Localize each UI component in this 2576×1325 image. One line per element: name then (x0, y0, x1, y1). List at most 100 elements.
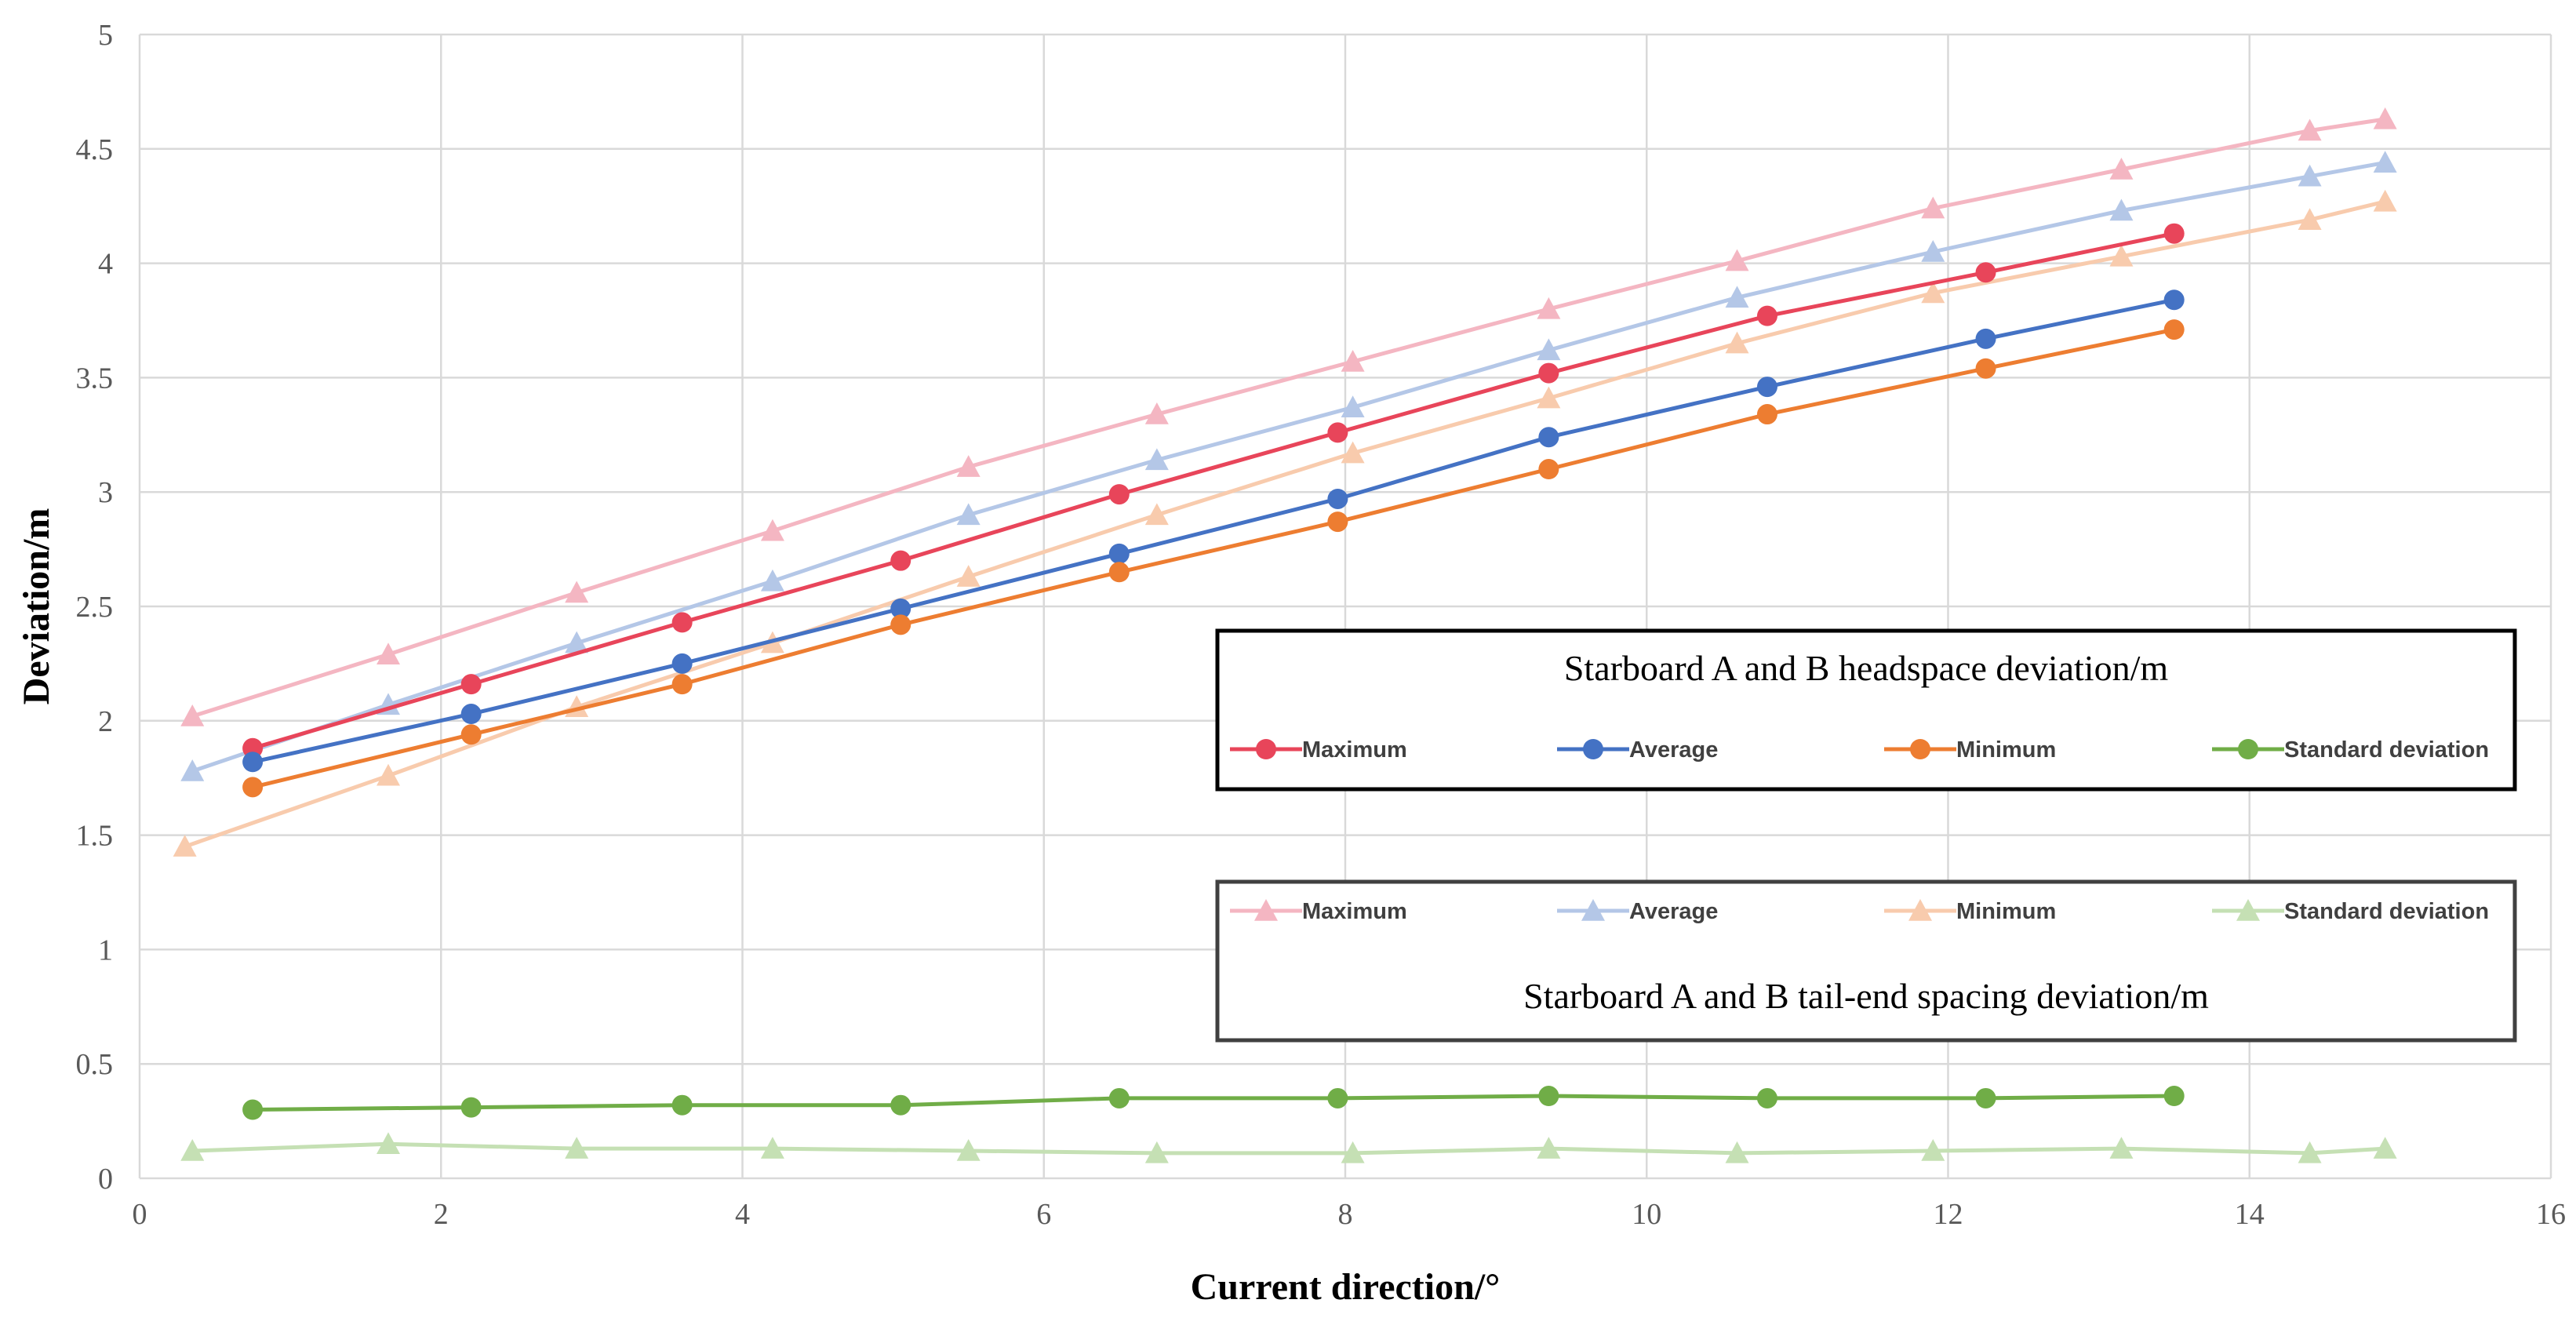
legend-tail-end-box (1215, 879, 2517, 1043)
y-tick-label: 0.5 (76, 1048, 114, 1081)
y-tick-label: 0 (98, 1163, 113, 1196)
data-point-headspace-maximum (1756, 305, 1777, 326)
data-point-tail-end-average (1921, 240, 1945, 262)
y-tick-label: 2 (98, 705, 113, 738)
data-point-tail-end-standard-deviation (180, 1139, 205, 1161)
legend-entry-headspace-minimum-marker (1910, 739, 1930, 759)
x-tick-label: 8 (1338, 1198, 1353, 1231)
legend-entry-headspace-minimum-label: Minimum (1956, 737, 2056, 763)
data-point-tail-end-average (1144, 448, 1169, 471)
data-point-headspace-average (2163, 289, 2185, 311)
data-point-tail-end-maximum (180, 704, 205, 726)
data-point-headspace-minimum (242, 777, 264, 798)
x-axis-title: Current direction/° (1191, 1266, 1501, 1308)
data-point-tail-end-minimum (173, 835, 197, 857)
data-point-headspace-standard-deviation (1108, 1087, 1130, 1108)
data-point-tail-end-average (1725, 286, 1749, 308)
data-point-tail-end-minimum (956, 565, 981, 587)
data-point-tail-end-standard-deviation (1537, 1137, 1561, 1159)
legend-headspace-entries: Maximum Average Minimum Standard deviation (1230, 737, 2489, 763)
data-point-tail-end-maximum (377, 642, 401, 664)
data-point-tail-end-average (956, 503, 981, 526)
legend-headspace: Starboard A and B headspace deviation/m … (1215, 628, 2517, 792)
data-point-headspace-minimum (1108, 562, 1130, 583)
data-point-headspace-minimum (1538, 459, 1559, 480)
legend-entry-tail-end-average-marker (1581, 899, 1605, 921)
data-point-headspace-minimum (2163, 319, 2185, 340)
data-point-tail-end-standard-deviation (2298, 1141, 2322, 1163)
data-point-headspace-average (1538, 427, 1559, 448)
data-point-tail-end-minimum (2373, 189, 2397, 212)
x-tick-label: 10 (1632, 1198, 1661, 1231)
legend-entry-tail-end-minimum-label: Minimum (1956, 899, 2056, 924)
legend-entry-tail-end-standard-deviation-label: Standard deviation (2284, 899, 2489, 924)
data-point-tail-end-average (2109, 198, 2134, 221)
data-point-tail-end-standard-deviation (1341, 1141, 1365, 1163)
legend-entry-tail-end-standard-deviation-marker (2236, 899, 2260, 921)
series-line-headspace-maximum (252, 231, 2175, 751)
legend-entry-tail-end-standard-deviation: Standard deviation (2212, 899, 2489, 924)
data-point-headspace-standard-deviation (242, 1099, 264, 1120)
series-tail-end-average (180, 151, 2397, 781)
data-point-headspace-standard-deviation (671, 1094, 693, 1116)
data-point-headspace-average (890, 598, 911, 619)
data-point-headspace-standard-deviation (890, 1094, 911, 1116)
legend-tail-end-entries: Maximum Average Minimum Standard deviation (1230, 899, 2489, 924)
data-point-tail-end-average (1341, 395, 1365, 418)
legend-entry-tail-end-maximum-marker (1254, 899, 1278, 921)
tick-labels: 0 2 4 6 8 10 12 14 16 0 0.5 1 1.5 2 2.5 3 3.5 4 4.5 5 (76, 19, 2567, 1231)
data-point-tail-end-minimum (2109, 244, 2134, 267)
data-point-tail-end-maximum (2373, 107, 2397, 129)
data-point-tail-end-minimum (1537, 386, 1561, 409)
series-headspace-standard-deviation (242, 1086, 2185, 1120)
data-point-headspace-standard-deviation (2163, 1086, 2185, 1107)
data-point-headspace-maximum (671, 612, 693, 633)
data-point-tail-end-maximum (1725, 249, 1749, 271)
data-series (173, 107, 2397, 1163)
series-tail-end-standard-deviation (180, 1132, 2397, 1163)
legend-entry-headspace-maximum-label: Maximum (1302, 737, 1407, 763)
legend-entry-headspace-average: Average (1557, 737, 1718, 763)
data-point-headspace-standard-deviation (1327, 1087, 1348, 1108)
data-point-headspace-average (1327, 488, 1348, 509)
legend-entry-tail-end-average-label: Average (1629, 899, 1718, 924)
series-headspace-minimum (242, 319, 2185, 798)
data-point-tail-end-standard-deviation (377, 1132, 401, 1155)
data-point-headspace-maximum (890, 550, 911, 571)
y-tick-label: 4 (98, 248, 113, 281)
data-point-headspace-average (1108, 543, 1130, 564)
data-point-tail-end-standard-deviation (760, 1137, 784, 1159)
data-point-tail-end-standard-deviation (1725, 1141, 1749, 1163)
gridlines (138, 33, 2552, 1180)
data-point-tail-end-maximum (1341, 349, 1365, 372)
data-point-tail-end-maximum (760, 519, 784, 541)
series-line-headspace-minimum (252, 327, 2175, 789)
data-point-headspace-average (242, 752, 264, 773)
data-point-headspace-standard-deviation (1538, 1086, 1559, 1107)
y-tick-label: 4.5 (76, 133, 114, 166)
data-point-tail-end-standard-deviation (1144, 1141, 1169, 1163)
data-point-tail-end-minimum (1144, 503, 1169, 526)
legend-entry-tail-end-minimum: Minimum (1884, 899, 2056, 924)
data-point-tail-end-maximum (1537, 297, 1561, 319)
data-point-tail-end-average (565, 631, 589, 653)
data-point-tail-end-average (180, 759, 205, 781)
x-tick-label: 12 (1934, 1198, 1963, 1231)
data-point-tail-end-standard-deviation (2373, 1137, 2397, 1159)
data-point-tail-end-minimum (2298, 208, 2322, 230)
legend-tail-end-title: Starboard A and B tail-end spacing devia… (1523, 976, 2209, 1016)
data-point-headspace-minimum (1975, 358, 1996, 379)
data-point-tail-end-maximum (1921, 196, 1945, 219)
data-point-tail-end-standard-deviation (565, 1137, 589, 1159)
y-tick-label: 3.5 (76, 362, 114, 395)
legend-entry-headspace-standard-deviation-marker (2238, 739, 2258, 759)
data-point-tail-end-standard-deviation (2109, 1137, 2134, 1159)
data-point-headspace-maximum (2163, 223, 2185, 244)
data-point-headspace-standard-deviation (1756, 1087, 1777, 1108)
data-point-headspace-minimum (460, 724, 482, 745)
legend-entry-tail-end-maximum-label: Maximum (1302, 899, 1407, 924)
x-tick-label: 2 (434, 1198, 449, 1231)
x-tick-label: 6 (1036, 1198, 1051, 1231)
data-point-tail-end-average (2373, 151, 2397, 173)
